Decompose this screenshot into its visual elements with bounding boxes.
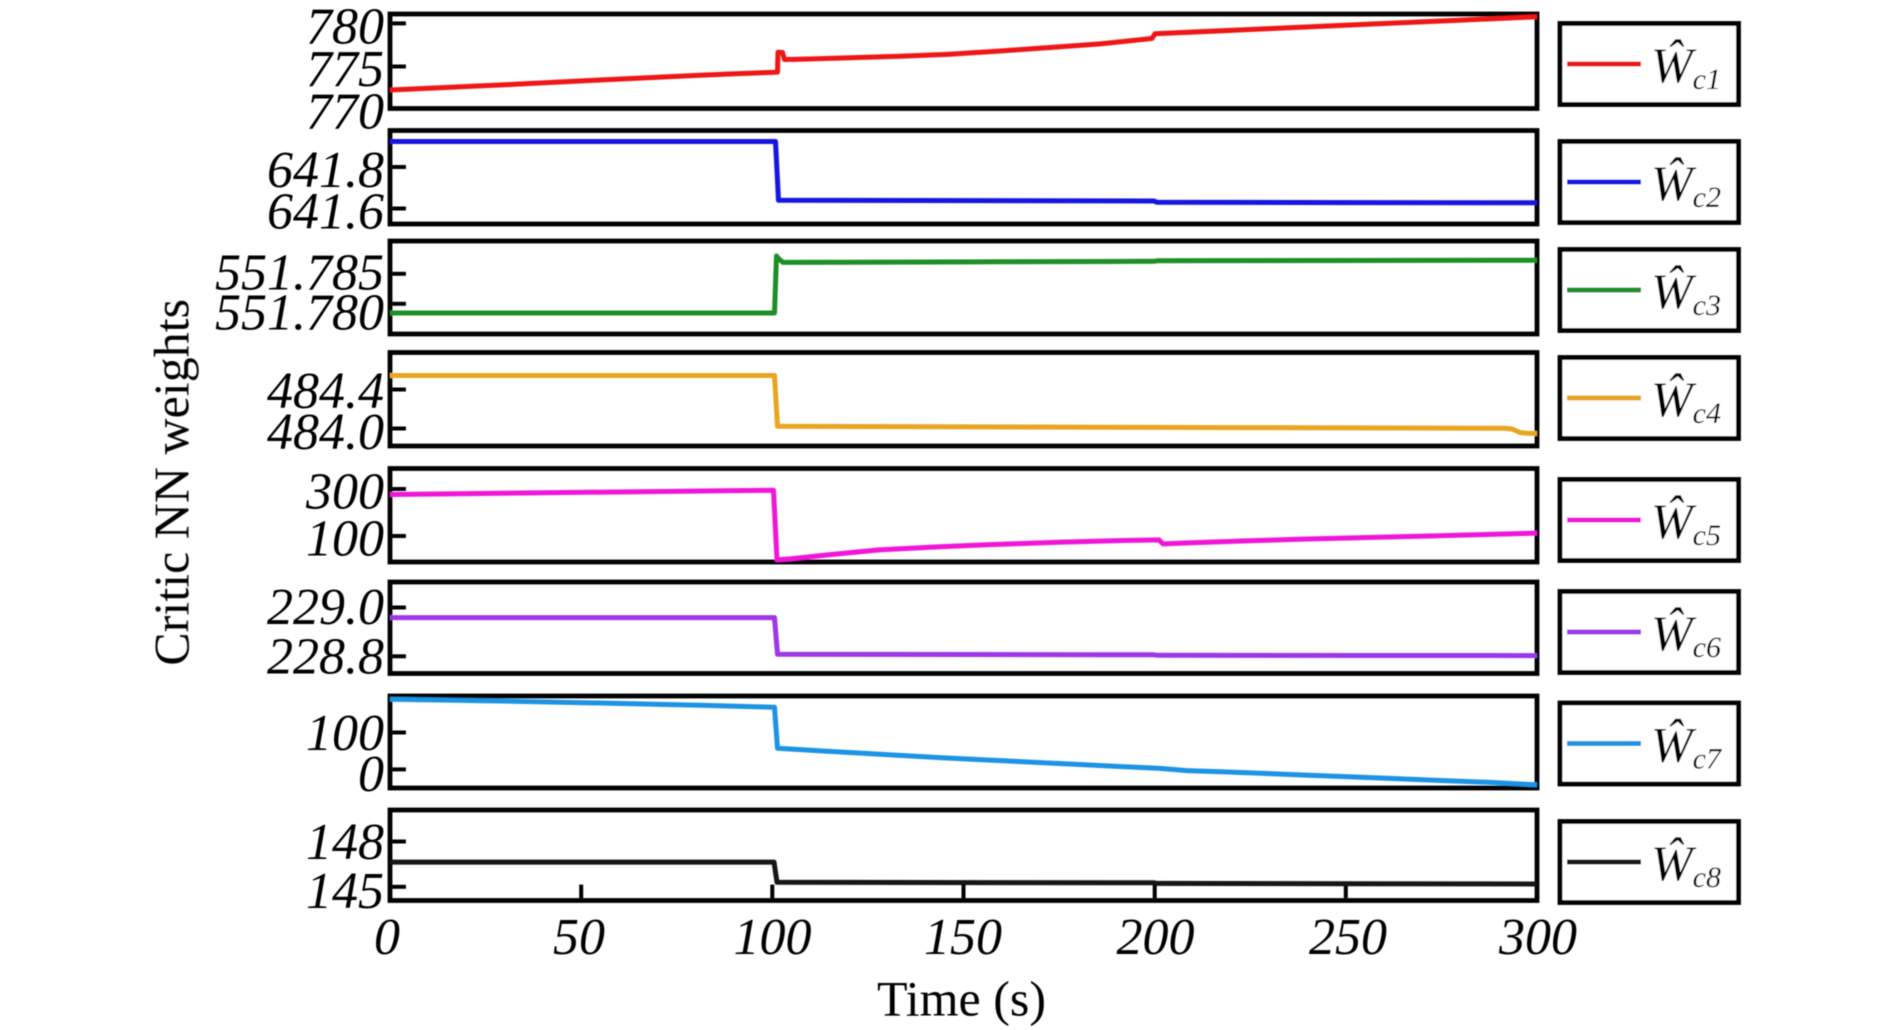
svg-text:150: 150	[924, 909, 1002, 966]
svg-text:484.4: 484.4	[267, 363, 384, 420]
svg-text:641.8: 641.8	[267, 142, 384, 199]
svg-text:Time (s): Time (s)	[877, 971, 1046, 1027]
svg-text:148: 148	[306, 814, 384, 871]
svg-text:228.8: 228.8	[267, 628, 384, 685]
svg-text:641.6: 641.6	[267, 184, 384, 241]
svg-text:0: 0	[358, 746, 384, 803]
svg-text:0: 0	[374, 909, 400, 966]
svg-text:100: 100	[734, 909, 812, 966]
svg-text:300: 300	[305, 464, 384, 521]
svg-text:Ŵc2: Ŵc2	[1651, 155, 1721, 214]
svg-text:551.785: 551.785	[215, 245, 384, 302]
svg-text:50: 50	[553, 909, 605, 966]
svg-text:551.780: 551.780	[215, 285, 384, 342]
svg-text:770: 770	[306, 84, 384, 141]
svg-text:775: 775	[306, 41, 384, 98]
svg-text:484.0: 484.0	[267, 404, 384, 461]
svg-text:200: 200	[1117, 909, 1195, 966]
svg-text:780: 780	[306, 0, 384, 56]
svg-text:Critic NN weights: Critic NN weights	[143, 299, 199, 666]
svg-text:250: 250	[1309, 909, 1387, 966]
svg-text:229.0: 229.0	[267, 579, 384, 636]
svg-text:100: 100	[306, 511, 384, 568]
svg-text:145: 145	[306, 863, 384, 920]
svg-text:300: 300	[1498, 909, 1577, 966]
svg-text:100: 100	[306, 705, 384, 762]
